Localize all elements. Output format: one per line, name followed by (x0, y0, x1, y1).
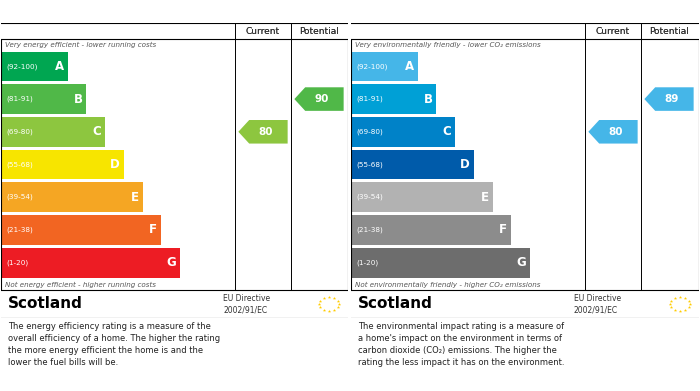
Polygon shape (295, 87, 344, 111)
Bar (1, 248, 180, 278)
Bar (351, 248, 530, 278)
Text: (21-38): (21-38) (356, 227, 383, 233)
Text: Potential: Potential (299, 27, 339, 36)
Bar (351, 215, 511, 245)
Text: 89: 89 (664, 94, 679, 104)
Text: C: C (92, 125, 101, 138)
Bar (351, 84, 436, 114)
Text: E: E (131, 191, 139, 204)
Text: Very environmentally friendly - lower CO₂ emissions: Very environmentally friendly - lower CO… (355, 41, 540, 48)
Text: A: A (55, 60, 64, 73)
Text: (21-38): (21-38) (6, 227, 33, 233)
Text: (55-68): (55-68) (6, 161, 33, 168)
Bar (1, 84, 86, 114)
Bar (351, 182, 493, 212)
Text: Scotland: Scotland (8, 296, 83, 312)
Polygon shape (239, 120, 288, 143)
Text: (69-80): (69-80) (356, 129, 383, 135)
Bar (1, 117, 105, 147)
Text: Scotland: Scotland (358, 296, 433, 312)
Bar (1, 182, 143, 212)
Text: B: B (74, 93, 83, 106)
Text: The environmental impact rating is a measure of
a home's impact on the environme: The environmental impact rating is a mea… (358, 322, 564, 367)
Text: C: C (442, 125, 451, 138)
Text: (1-20): (1-20) (356, 259, 378, 266)
Text: Current: Current (596, 27, 630, 36)
Text: G: G (517, 256, 526, 269)
Text: Not energy efficient - higher running costs: Not energy efficient - higher running co… (5, 282, 156, 287)
Text: Potential: Potential (649, 27, 689, 36)
Text: D: D (110, 158, 120, 171)
Text: Very energy efficient - lower running costs: Very energy efficient - lower running co… (5, 41, 156, 48)
Text: Current: Current (246, 27, 280, 36)
Text: E: E (481, 191, 489, 204)
Text: EU Directive
2002/91/EC: EU Directive 2002/91/EC (574, 294, 621, 314)
Text: The energy efficiency rating is a measure of the
overall efficiency of a home. T: The energy efficiency rating is a measur… (8, 322, 220, 367)
Text: EU Directive
2002/91/EC: EU Directive 2002/91/EC (223, 294, 270, 314)
Text: 80: 80 (258, 127, 273, 137)
Bar (351, 52, 418, 81)
Text: (81-91): (81-91) (356, 96, 383, 102)
Text: F: F (499, 223, 508, 237)
Text: (39-54): (39-54) (356, 194, 383, 201)
Bar (1, 215, 161, 245)
Text: D: D (460, 158, 470, 171)
Bar (1, 52, 68, 81)
Text: 80: 80 (608, 127, 623, 137)
Text: (39-54): (39-54) (6, 194, 33, 201)
Text: Current: Current (596, 27, 630, 36)
Text: B: B (424, 93, 433, 106)
Text: (81-91): (81-91) (6, 96, 33, 102)
Bar (351, 117, 455, 147)
Text: (1-20): (1-20) (6, 259, 28, 266)
Polygon shape (589, 120, 638, 143)
Polygon shape (645, 87, 694, 111)
Text: (92-100): (92-100) (356, 63, 387, 70)
Bar (1, 150, 124, 179)
Text: G: G (167, 256, 176, 269)
Text: F: F (149, 223, 158, 237)
Text: Not environmentally friendly - higher CO₂ emissions: Not environmentally friendly - higher CO… (355, 282, 540, 287)
Text: 90: 90 (314, 94, 329, 104)
Text: Potential: Potential (299, 27, 339, 36)
Text: Current: Current (246, 27, 280, 36)
Text: (55-68): (55-68) (356, 161, 383, 168)
Bar (351, 150, 474, 179)
Text: Energy Efficiency Rating: Energy Efficiency Rating (5, 7, 159, 18)
Text: A: A (405, 60, 414, 73)
Text: Potential: Potential (649, 27, 689, 36)
Text: (69-80): (69-80) (6, 129, 33, 135)
Text: (92-100): (92-100) (6, 63, 37, 70)
Text: Environmental Impact (CO₂) Rating: Environmental Impact (CO₂) Rating (355, 7, 575, 18)
